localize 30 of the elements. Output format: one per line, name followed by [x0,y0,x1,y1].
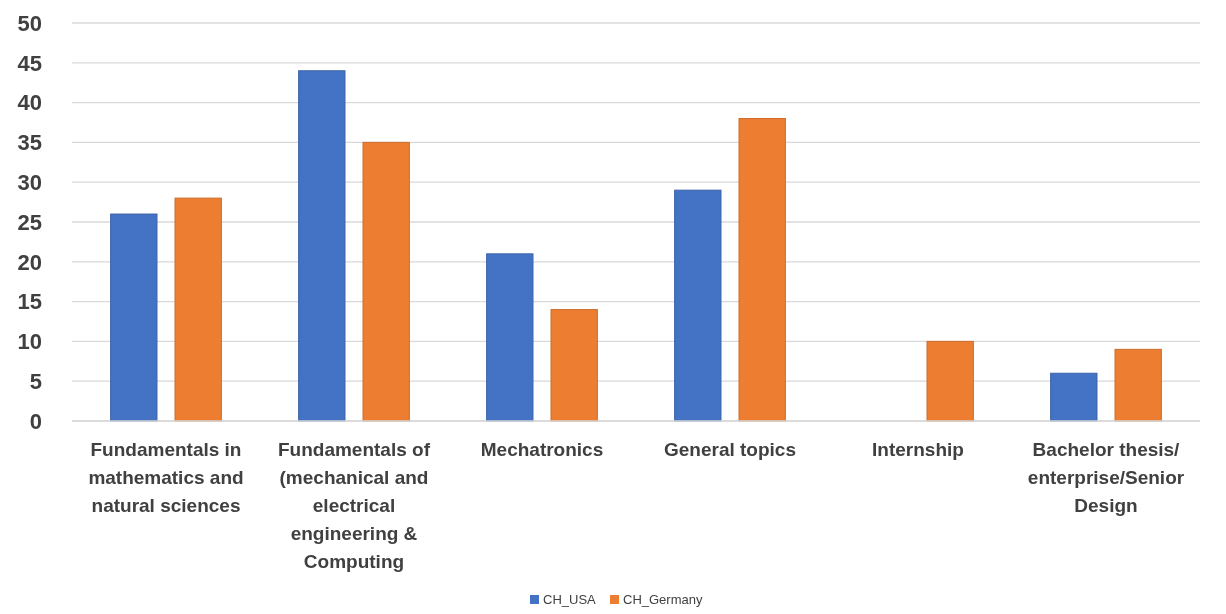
bar [110,213,158,422]
bar [926,340,974,422]
legend-label: CH_USA [543,592,597,607]
bar [486,253,534,422]
bar [298,70,346,422]
x-tick-label: Internship [872,439,964,460]
y-tick-label: 0 [29,408,42,434]
y-tick-label: 20 [17,249,42,275]
y-tick-label: 50 [17,10,42,36]
y-tick-label: 5 [29,368,42,394]
legend-label: CH_Germany [623,592,703,607]
y-tick-label: 30 [17,169,42,195]
bar [738,118,786,422]
y-tick-label: 45 [17,50,42,76]
x-tick-label: General topics [664,439,796,460]
bar [174,197,222,422]
bar [674,189,722,422]
y-tick-label: 15 [17,289,42,315]
bar [1050,372,1098,422]
x-tick-label: Bachelor thesis/ enterprise/Senior Design [1027,439,1185,516]
x-tick-label: Mechatronics [480,439,604,460]
y-tick-label: 35 [17,130,42,156]
y-tick-label: 10 [17,329,42,355]
x-tick-label: Fundamentals in mathematics and natural sciences [88,439,244,516]
x-tick-label: Fundamentals of (mechanical and electrical engineering & Computing [277,439,431,572]
y-tick-label: 25 [17,209,42,235]
y-tick-label: 40 [17,90,42,116]
bar [550,309,598,422]
bar [362,141,410,422]
bar [1114,348,1162,422]
